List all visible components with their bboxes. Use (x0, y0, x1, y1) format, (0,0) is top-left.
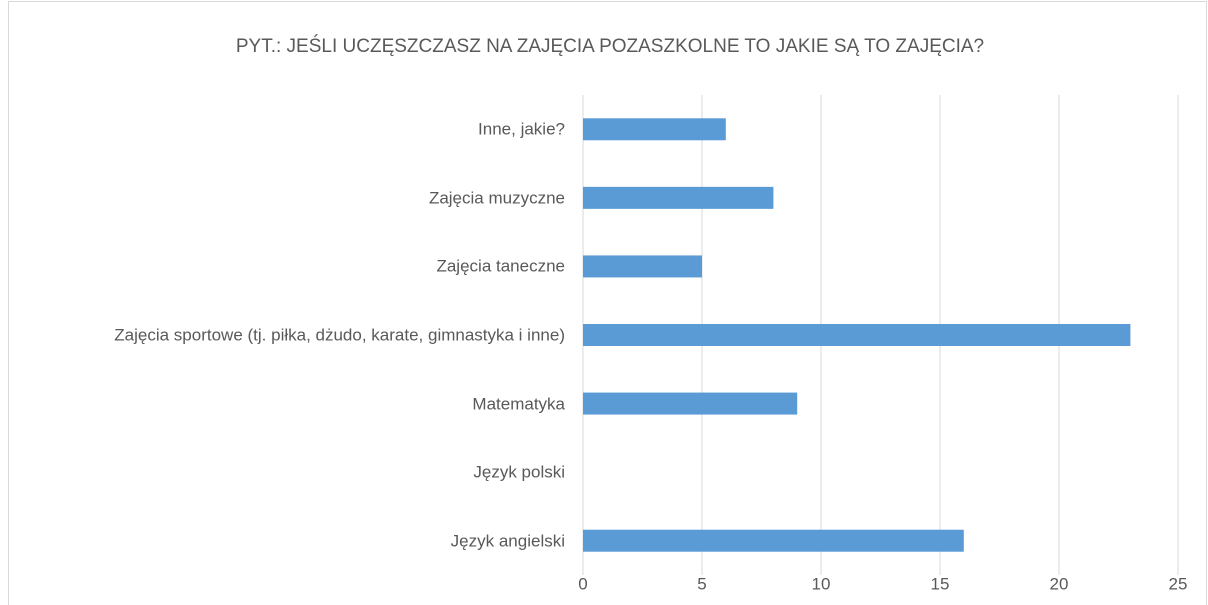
x-tick-label: 20 (1050, 574, 1069, 593)
y-tick-label: Matematyka (472, 394, 565, 414)
bar (583, 118, 726, 141)
bar (583, 392, 798, 415)
y-tick-label: Zajęcia sportowe (tj. piłka, dżudo, kara… (114, 325, 565, 345)
bar (583, 324, 1131, 346)
bar (583, 186, 774, 209)
chart-border (8, 1, 1207, 605)
y-tick-label: Inne, jakie? (478, 119, 565, 139)
x-tick-label: 0 (578, 574, 587, 593)
y-tick-label: Język polski (473, 462, 565, 482)
x-tick-label: 5 (697, 574, 706, 593)
x-tick-label: 10 (812, 574, 831, 593)
x-tick-label: 15 (931, 574, 950, 593)
y-tick-label: Język angielski (450, 531, 565, 551)
bar (583, 529, 964, 552)
x-tick-label: 25 (1169, 574, 1188, 593)
bar (583, 255, 702, 278)
chart-title: PYT.: JEŚLI UCZĘSZCZASZ NA ZAJĘCIA POZAS… (235, 36, 985, 57)
y-tick-label: Zajęcia taneczne (436, 256, 565, 276)
y-tick-label: Zajęcia muzyczne (428, 188, 565, 208)
